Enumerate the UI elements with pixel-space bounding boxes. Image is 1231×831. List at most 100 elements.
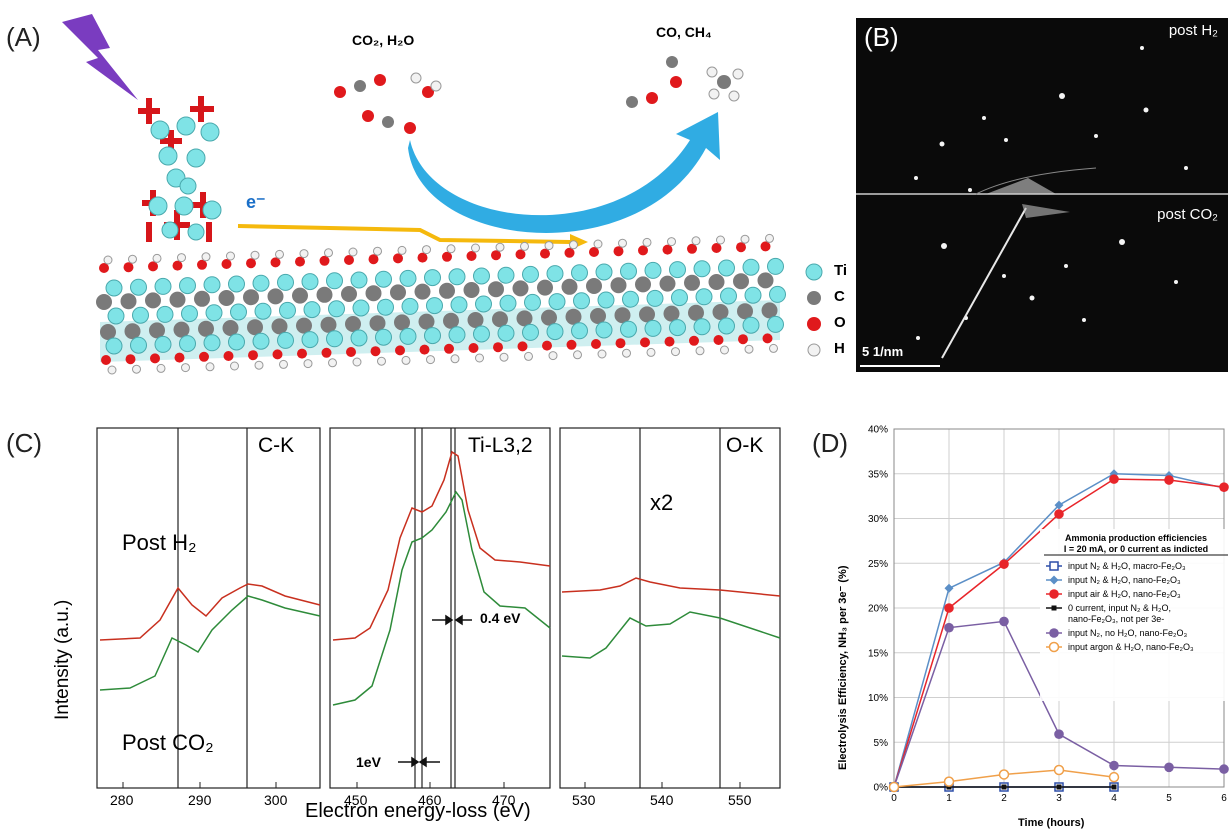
eels-ylabel: Intensity (a.u.) (52, 599, 73, 720)
data-point-2 (1164, 475, 1174, 485)
y-tick-label: 5% (874, 738, 889, 749)
legend-marker-4 (1049, 628, 1059, 638)
panel-a-schematic (62, 14, 823, 375)
data-point-2 (999, 559, 1009, 569)
c-k-title: C-K (258, 434, 295, 457)
data-point-4 (1164, 762, 1174, 773)
data-point-1 (1054, 500, 1064, 510)
post-h2-curve-label: Post H₂ (122, 530, 197, 555)
eels-spectra (96, 427, 781, 789)
electron-transfer-arrow (237, 224, 571, 244)
legend-entry-label: 0 current, input N₂ & H₂O, (1068, 603, 1171, 613)
diffraction-spots (914, 46, 1188, 340)
data-point-3 (946, 784, 952, 790)
legend-entry-label: nano-Fe₂O₃, not per 3e- (1068, 614, 1164, 624)
legend-title: Ammonia production efficiencies (1065, 533, 1207, 543)
legend-c: C (834, 288, 845, 305)
y-tick-label: 15% (868, 648, 888, 659)
data-point-3 (1056, 784, 1062, 790)
y-tick-label: 40% (868, 425, 888, 436)
panel-label-c: (C) (6, 428, 43, 458)
panel-label-d: (D) (812, 428, 849, 458)
data-point-2 (1054, 509, 1064, 519)
post-co2-label: post CO₂ (1157, 206, 1218, 223)
o-k-tick-540: 540 (650, 792, 674, 808)
o-k-tick-530: 530 (572, 792, 596, 808)
data-point-5 (998, 769, 1010, 780)
y-tick-label: 10% (868, 693, 888, 704)
x-tick-label: 2 (1001, 793, 1007, 804)
post-co2-curve-label: Post CO₂ (122, 730, 214, 755)
data-point-3 (1001, 784, 1007, 790)
o-k-post-h2-curve (561, 577, 781, 597)
o-k-post-co2-curve (561, 611, 781, 659)
y-tick-label: 30% (868, 514, 888, 525)
legend-marker-5 (1048, 641, 1060, 653)
ch4-molecule-icon (706, 66, 744, 102)
data-point-4 (999, 616, 1009, 627)
legend-h: H (834, 340, 845, 357)
eels-xlabel: Electron energy-loss (eV) (305, 800, 531, 822)
data-point-4 (944, 622, 954, 633)
reactants-label: CO₂, H₂O (352, 32, 415, 48)
legend-marker-1 (1049, 575, 1059, 585)
legend-entry-label: input N₂, no H₂O, nano-Fe₂O₃ (1068, 628, 1188, 638)
post-h2-label: post H₂ (1168, 22, 1218, 39)
x-tick-label: 0 (891, 793, 897, 804)
chart-xlabel: Time (hours) (1018, 817, 1085, 829)
data-point-4 (1054, 729, 1064, 739)
legend-entry-label: input N₂ & H₂O, macro-Fe₂O₃ (1068, 561, 1186, 571)
c-k-tick-280: 280 (110, 792, 134, 808)
efficiency-chart: 0% 5% 10% 15% 20% 25% 30% 35% 40% 0 1 2 3 4 5 6 Ammonia… (868, 425, 1230, 804)
products-label: CO, CH₄ (656, 24, 712, 40)
legend-marker-0 (1049, 561, 1059, 571)
data-point-4 (1219, 764, 1229, 774)
data-point-3 (1111, 784, 1117, 790)
x-tick-label: 5 (1166, 793, 1172, 804)
subplot-o-k (559, 427, 781, 789)
panel-label-a: (A) (6, 22, 41, 52)
data-point-2 (944, 603, 954, 613)
c-k-post-co2-curve (99, 595, 321, 691)
legend-subtitle: I = 20 mA, or 0 current as indicted (1064, 544, 1208, 554)
legend-entry-label: input argon & H₂O, nano-Fe₂O₃ (1068, 642, 1194, 652)
ti-l-title: Ti-L3,2 (468, 434, 533, 457)
ti-l-post-co2-curve (332, 490, 551, 706)
legend-marker-2 (1049, 589, 1059, 599)
x-tick-label: 3 (1056, 793, 1062, 804)
o-k-tick-550: 550 (728, 792, 752, 808)
o-k-scale-annotation: x2 (650, 490, 674, 515)
c-k-post-h2-curve (99, 583, 321, 641)
data-point-5 (1053, 764, 1065, 776)
co-molecule-icon (626, 56, 682, 108)
ti-l-post-h2-curve (332, 450, 551, 641)
data-point-2 (1109, 474, 1119, 484)
scale-bar-label: 5 1/nm (862, 344, 904, 359)
data-point-5 (1108, 771, 1120, 783)
x-tick-label: 4 (1111, 793, 1117, 804)
diffraction-image: post H₂ post CO₂ 5 1/nm (856, 18, 1228, 372)
c-k-tick-290: 290 (188, 792, 212, 808)
data-point-5 (943, 776, 955, 787)
legend-marker-3 (1051, 605, 1057, 611)
legend-ti: Ti (834, 262, 848, 279)
data-point-2 (1219, 482, 1229, 492)
x-tick-label: 6 (1221, 793, 1227, 804)
data-point-5 (888, 781, 900, 793)
legend-background (1040, 529, 1230, 701)
y-tick-label: 20% (868, 604, 888, 615)
y-tick-label: 25% (868, 559, 888, 570)
c-k-tick-300: 300 (264, 792, 288, 808)
lightning-icon (62, 14, 138, 100)
ti-l-tick-460: 460 (418, 792, 442, 808)
chart-ylabel: Electrolysis Efficiency, NH₃ per 3e⁻ (%) (837, 565, 849, 770)
element-legend (805, 263, 823, 357)
ti-l-tick-470: 470 (492, 792, 516, 808)
h2o-molecule-icon (410, 72, 442, 98)
legend-o: O (834, 314, 846, 331)
subplot-ti-l (329, 427, 551, 789)
cluster-icon (138, 96, 222, 242)
blue-reaction-arrow (408, 112, 720, 233)
ti-l-1ev-annotation: 1eV (356, 754, 381, 770)
y-tick-label: 0% (874, 783, 889, 794)
